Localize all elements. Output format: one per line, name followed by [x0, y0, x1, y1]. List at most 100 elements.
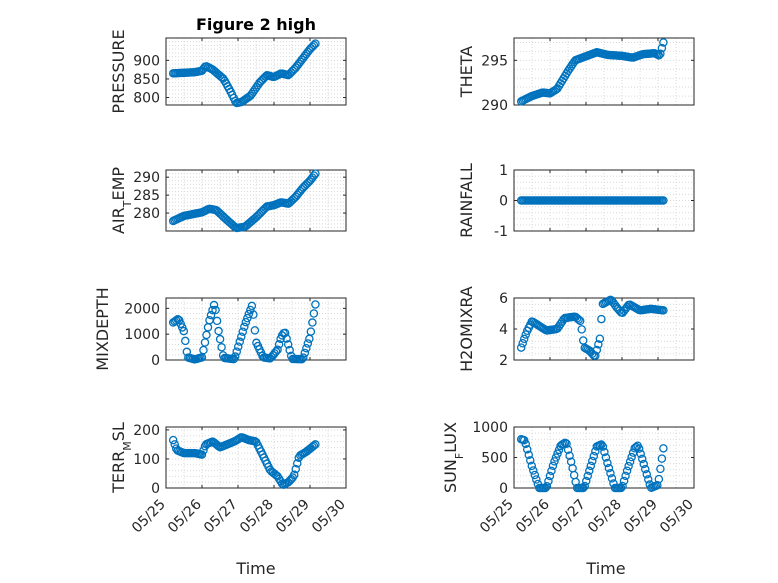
data-point — [574, 315, 583, 324]
data-point — [244, 309, 254, 319]
y-axis-label-part: TERR — [109, 451, 128, 494]
data-point — [212, 316, 222, 326]
y-axis-label: TERRMSL — [109, 422, 134, 494]
data-point — [659, 444, 668, 453]
y-axis-label-part: SL — [109, 422, 128, 441]
data-point — [311, 39, 320, 48]
data-point — [636, 449, 645, 459]
data-point — [302, 343, 311, 353]
y-axis-label-part: SUN — [441, 459, 460, 493]
y-tick-label: 290 — [481, 98, 508, 114]
data-point — [209, 300, 219, 310]
data-point — [548, 461, 558, 470]
data-point — [211, 305, 220, 315]
y-axis-label-part: M — [121, 441, 134, 451]
data-point — [233, 342, 243, 351]
data-point — [598, 442, 608, 451]
data-point — [659, 38, 668, 47]
data-point — [524, 450, 534, 460]
y-tick-label: 1000 — [124, 327, 160, 343]
data-point — [208, 305, 217, 315]
data-point — [232, 347, 241, 356]
data-point — [518, 339, 527, 348]
data-point — [634, 444, 644, 453]
data-point — [306, 327, 316, 336]
data-point — [592, 345, 602, 355]
data-point — [311, 300, 320, 309]
data-point — [604, 463, 614, 473]
data-point — [274, 340, 284, 349]
data-point — [235, 337, 245, 346]
data-point — [526, 456, 535, 465]
figure-title: Figure 2 high — [196, 15, 316, 34]
data-point — [168, 435, 178, 445]
data-point — [545, 471, 555, 481]
axes-frame — [513, 37, 695, 106]
data-point — [563, 445, 573, 454]
data-point — [530, 470, 540, 480]
y-axis-label: PRESSURE — [109, 29, 128, 113]
data-point — [542, 481, 552, 491]
data-point — [197, 450, 207, 459]
subplot-h2omixra: 2 4 6 H2OMIXRA — [457, 286, 695, 372]
data-point — [656, 464, 665, 474]
data-point — [277, 479, 287, 488]
data-point — [529, 466, 538, 475]
data-point — [575, 316, 585, 326]
data-point — [618, 481, 627, 491]
data-point — [591, 351, 600, 360]
data-point — [240, 322, 249, 332]
data-point — [653, 480, 662, 490]
data-point — [607, 474, 617, 483]
data-point — [595, 334, 605, 344]
data-point — [640, 464, 650, 474]
data-point — [309, 171, 319, 180]
y-axis-label-part: MIXDEPTH — [93, 287, 112, 370]
data-point — [553, 449, 562, 458]
y-tick-label: 100 — [133, 452, 160, 468]
y-tick-label: 4 — [499, 322, 508, 338]
data-point — [594, 340, 603, 349]
data-point — [199, 345, 208, 355]
data-point — [580, 481, 589, 491]
data-point — [622, 466, 632, 475]
data-point — [616, 483, 626, 493]
data-point — [237, 332, 246, 341]
data-point — [311, 169, 320, 178]
data-point — [625, 457, 635, 466]
data-point — [271, 347, 281, 356]
data-point — [309, 441, 319, 450]
data-point — [250, 326, 260, 335]
data-point — [581, 476, 591, 486]
data-point — [589, 451, 599, 461]
data-point — [600, 447, 609, 457]
data-point — [585, 466, 594, 476]
data-point — [521, 330, 530, 339]
data-point — [621, 471, 630, 481]
subplot-mixdepth: 0 1000 2000 MIXDEPTH — [93, 287, 347, 371]
data-point — [289, 470, 299, 480]
data-point — [273, 345, 282, 354]
data-point — [230, 352, 240, 361]
data-point — [283, 340, 293, 349]
data-point — [311, 440, 320, 449]
data-point — [214, 326, 223, 336]
y-tick-label: 2 — [499, 353, 508, 369]
data-point — [309, 309, 319, 318]
y-tick-label: 1000 — [472, 420, 508, 436]
y-axis-label: MIXDEPTH — [93, 287, 112, 370]
data-point — [547, 466, 556, 476]
y-axis-label-part: THETA — [457, 46, 476, 98]
data-point — [217, 343, 226, 352]
data-point — [206, 310, 216, 320]
data-point — [597, 440, 606, 449]
data-point — [588, 456, 597, 466]
y-axis-label-part: EMP — [109, 167, 128, 201]
y-axis-label-part: LUX — [441, 422, 460, 453]
data-point — [639, 459, 648, 469]
data-point — [249, 310, 258, 319]
data-point — [659, 306, 668, 315]
axes-frame — [165, 37, 347, 106]
data-point — [606, 469, 615, 478]
